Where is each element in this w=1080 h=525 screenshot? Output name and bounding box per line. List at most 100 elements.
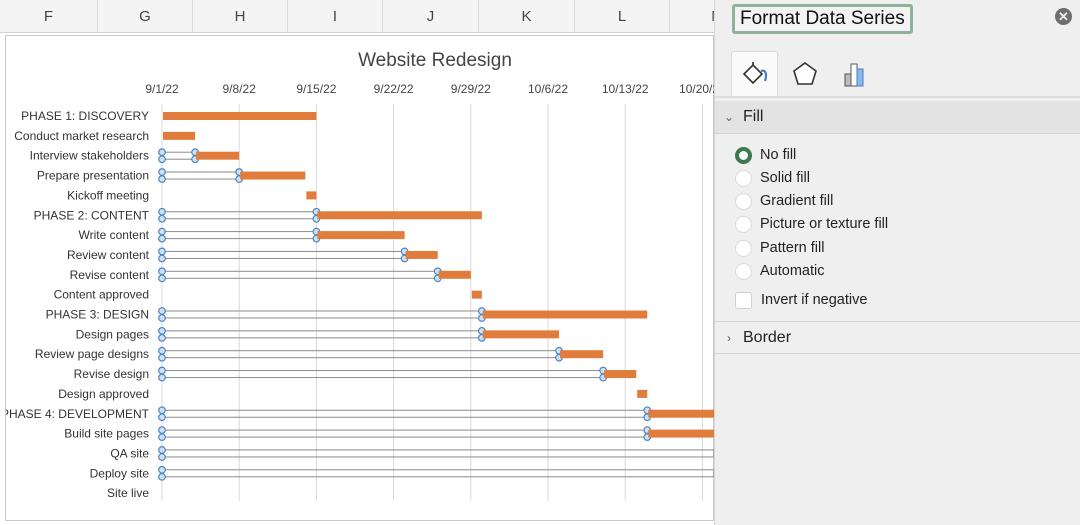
gantt-chart[interactable]: Website Redesign 9/1/22 9/8/22 9/15/22 9/22/… <box>5 35 714 521</box>
task-label: Conduct market research <box>14 129 149 143</box>
duration-bar <box>438 270 471 279</box>
close-circle-icon[interactable]: ✕ <box>1055 8 1072 25</box>
selection-handle <box>158 346 166 355</box>
x-tick-label: 9/15/22 <box>296 82 336 96</box>
radio-pattern-fill[interactable]: Pattern fill <box>735 237 824 259</box>
selection-handle <box>158 307 166 315</box>
option-label: Automatic <box>760 263 825 279</box>
selection-handle <box>158 465 166 474</box>
duration-bar <box>405 250 438 259</box>
task-label: Interview stakeholders <box>30 149 149 163</box>
radio-no-fill[interactable]: No fill <box>735 144 796 166</box>
radio-automatic[interactable]: Automatic <box>735 260 824 282</box>
column-header-i[interactable]: I <box>288 0 383 33</box>
selection-handle <box>158 353 166 362</box>
duration-bar <box>317 231 405 240</box>
chevron-down-icon: ⌄ <box>723 110 735 124</box>
selection-handle <box>158 247 166 256</box>
x-tick-label: 9/29/22 <box>451 82 491 96</box>
x-tick-label: 9/8/22 <box>223 82 257 96</box>
radio-button[interactable] <box>735 215 752 233</box>
task-label: Design pages <box>76 327 149 341</box>
column-header-h[interactable]: H <box>193 0 288 33</box>
duration-bar <box>306 191 317 200</box>
duration-bar <box>196 151 240 160</box>
option-label: Solid fill <box>760 170 810 186</box>
radio-button[interactable] <box>735 169 752 187</box>
task-label: Revise content <box>70 268 150 282</box>
tab-divider <box>715 96 1080 98</box>
border-section-label: Border <box>743 328 792 346</box>
duration-bar <box>648 429 714 438</box>
column-header-k[interactable]: K <box>479 0 575 33</box>
selection-handle <box>158 254 166 263</box>
task-label: Design approved <box>58 387 149 401</box>
pentagon-icon <box>792 61 817 85</box>
tab-series-options[interactable] <box>831 51 878 96</box>
selection-handle <box>158 472 166 481</box>
selection-handle <box>158 227 166 236</box>
selection-handle <box>158 453 166 461</box>
column-header-row: FGHIJKLM <box>0 0 714 33</box>
option-label: Pattern fill <box>760 240 825 256</box>
selection-handle <box>158 413 166 422</box>
invert-if-negative-checkbox[interactable]: Invert if negative <box>735 289 867 311</box>
radio-button[interactable] <box>735 239 752 257</box>
option-label: No fill <box>760 147 797 163</box>
tab-effects[interactable] <box>781 51 828 96</box>
option-label: Gradient fill <box>760 193 834 209</box>
panel-title: Format Data Series <box>732 4 913 34</box>
start-series-bar <box>161 409 648 418</box>
column-header-j[interactable]: J <box>383 0 479 33</box>
x-tick-label: 9/1/22 <box>145 82 179 96</box>
task-label: Kickoff meeting <box>67 188 149 202</box>
task-label: PHASE 3: DESIGN <box>46 308 149 322</box>
duration-bar <box>163 112 317 120</box>
column-header-g[interactable]: G <box>98 0 193 33</box>
selection-handle <box>158 333 166 342</box>
selection-handle <box>158 406 166 415</box>
x-tick-label: 10/6/22 <box>528 82 568 96</box>
tab-fill-line[interactable] <box>731 51 778 96</box>
task-label: Deploy site <box>90 466 150 480</box>
duration-bar <box>482 310 648 319</box>
column-header-m[interactable]: M <box>670 0 714 33</box>
task-label: Build site pages <box>64 427 149 441</box>
selection-handle <box>158 426 166 435</box>
duration-bar <box>163 131 196 140</box>
start-series-bar <box>161 330 483 339</box>
radio-solid-fill[interactable]: Solid fill <box>735 167 810 189</box>
task-label: PHASE 1: DISCOVERY <box>21 109 149 123</box>
task-label: QA site <box>110 446 149 460</box>
selection-handle <box>158 234 166 243</box>
radio-gradient-fill[interactable]: Gradient fill <box>735 190 833 212</box>
selection-handle <box>158 366 166 375</box>
bar-chart-icon <box>844 63 863 86</box>
x-tick-label: 10/20/22 <box>679 82 714 96</box>
task-label: Write content <box>79 228 150 242</box>
task-label: Content approved <box>54 288 149 302</box>
start-series-bar <box>161 449 714 458</box>
border-section-header[interactable]: › Border <box>715 321 1080 354</box>
selection-handle <box>158 148 166 157</box>
start-series-bar <box>161 469 714 478</box>
duration-bar <box>471 290 482 299</box>
start-series-bar <box>161 429 648 438</box>
start-series-bar <box>161 151 196 160</box>
column-header-l[interactable]: L <box>575 0 670 33</box>
duration-bar <box>604 370 637 379</box>
fill-section-header[interactable]: ⌄ Fill <box>715 101 1080 134</box>
radio-button[interactable] <box>735 192 752 210</box>
radio-button[interactable] <box>735 262 752 280</box>
checkbox[interactable] <box>735 291 752 309</box>
radio-button-selected[interactable] <box>735 146 752 164</box>
x-tick-label: 10/13/22 <box>602 82 649 96</box>
start-series-bar <box>161 370 604 379</box>
radio-picture-fill[interactable]: Picture or texture fill <box>735 213 888 235</box>
fill-section-label: Fill <box>743 108 764 125</box>
start-series-bar <box>161 270 439 279</box>
column-header-f[interactable]: F <box>0 0 98 33</box>
paint-bucket-icon <box>742 62 767 85</box>
task-label: Prepare presentation <box>37 169 149 183</box>
selection-handle <box>158 175 166 183</box>
